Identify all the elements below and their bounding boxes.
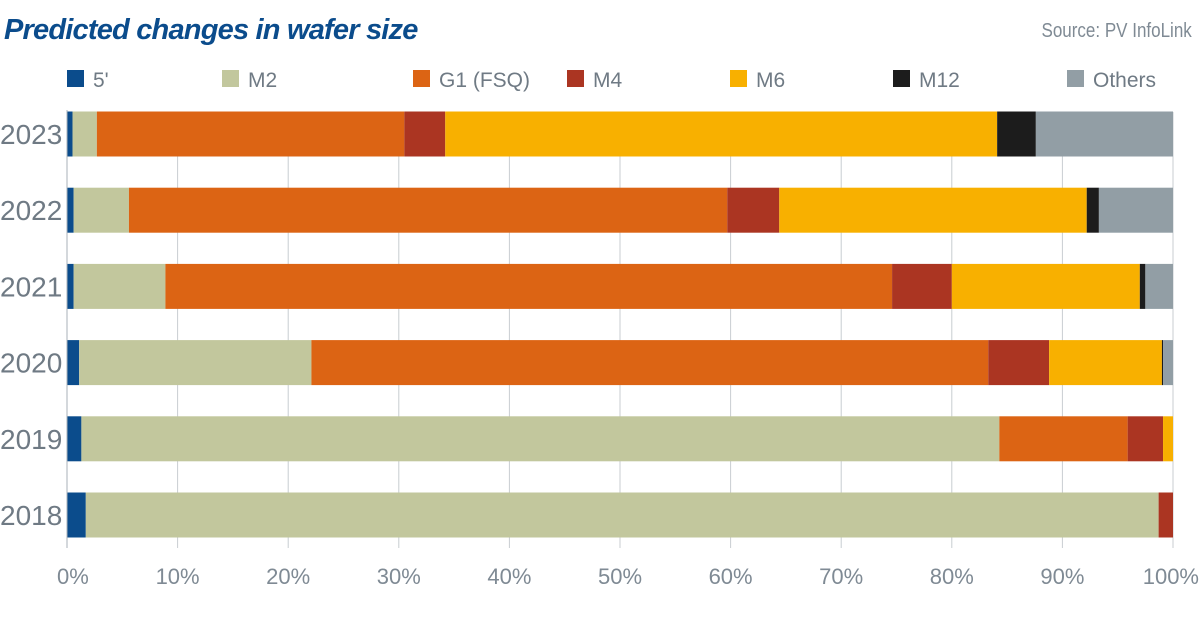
legend-swatch [222,70,239,87]
bar-segment-2020-m6 [1049,340,1162,386]
bar-segment-2020-m12 [1161,340,1164,386]
legend-label: G1 (FSQ) [439,69,530,92]
x-tick-label: 50% [598,564,642,589]
legend-label: M4 [593,69,622,92]
bar-segment-2022-5 [67,187,74,233]
bar-segment-2021-5 [67,263,74,309]
legend-label: M2 [248,69,277,92]
x-tick-label: 0% [57,564,89,589]
y-category-label: 2022 [0,195,62,226]
legend-label: 5' [93,69,109,92]
x-tick-label: 20% [266,564,310,589]
legend-swatch [730,70,747,87]
bar-segment-2022-m12 [1086,187,1099,233]
legend-swatch [567,70,584,87]
y-category-label: 2020 [0,348,62,379]
y-category-label: 2021 [0,271,62,302]
bar-segment-2021-g1fsq [165,263,893,309]
bar-segment-2021-m12 [1139,263,1146,309]
x-tick-label: 10% [156,564,200,589]
bar-segment-2021-m2 [73,263,166,309]
y-category-label: 2018 [0,500,62,531]
bar-segment-2023-m6 [445,111,998,157]
bar-segment-2020-5 [67,340,80,386]
legend-swatch [413,70,430,87]
legend-swatch [67,70,84,87]
bar-segment-2019-5 [67,416,82,462]
bar-segment-2019-m4 [1127,416,1164,462]
bar-segment-2019-m6 [1163,416,1173,462]
legend-label: M12 [919,69,960,92]
legend-label: Others [1093,69,1156,92]
bar-segment-2018-m2 [85,492,1159,538]
bar-segment-2018-5 [67,492,86,538]
legend-label: M6 [756,69,785,92]
bar-segment-2023-others [1035,111,1173,157]
bar-segment-2022-g1fsq [128,187,728,233]
bar-segment-2023-g1fsq [96,111,405,157]
chart-source: Source: PV InfoLink [1041,20,1192,42]
bar-segment-2023-m12 [997,111,1036,157]
bar-segment-2023-m2 [72,111,97,157]
legend-swatch [893,70,910,87]
bar-segment-2023-m4 [404,111,446,157]
bar-segment-2022-others [1098,187,1173,233]
bar-segment-2023-5 [67,111,73,157]
bar-segment-2021-m4 [892,263,952,309]
x-tick-label: 60% [709,564,753,589]
x-tick-label: 70% [819,564,863,589]
bar-segment-2018-m4 [1158,492,1173,538]
bar-segment-2020-g1fsq [311,340,989,386]
bar-segment-2020-m4 [988,340,1050,386]
x-tick-label: 100% [1143,564,1199,589]
bar-segment-2021-others [1145,263,1173,309]
x-tick-label: 40% [487,564,531,589]
bar-segment-2022-m2 [73,187,129,233]
x-tick-label: 30% [377,564,421,589]
bar-segment-2020-m2 [79,340,312,386]
bar-segment-2019-m2 [81,416,1000,462]
x-tick-label: 80% [930,564,974,589]
bar-segment-2022-m6 [779,187,1087,233]
bar-segment-2021-m6 [951,263,1140,309]
y-category-label: 2023 [0,119,62,150]
bar-segment-2020-others [1163,340,1173,386]
x-tick-label: 90% [1040,564,1084,589]
bar-segment-2019-g1fsq [999,416,1128,462]
y-category-label: 2019 [0,424,62,455]
legend-swatch [1067,70,1084,87]
bar-segment-2022-m4 [727,187,780,233]
chart-title: Predicted changes in wafer size [4,14,418,46]
